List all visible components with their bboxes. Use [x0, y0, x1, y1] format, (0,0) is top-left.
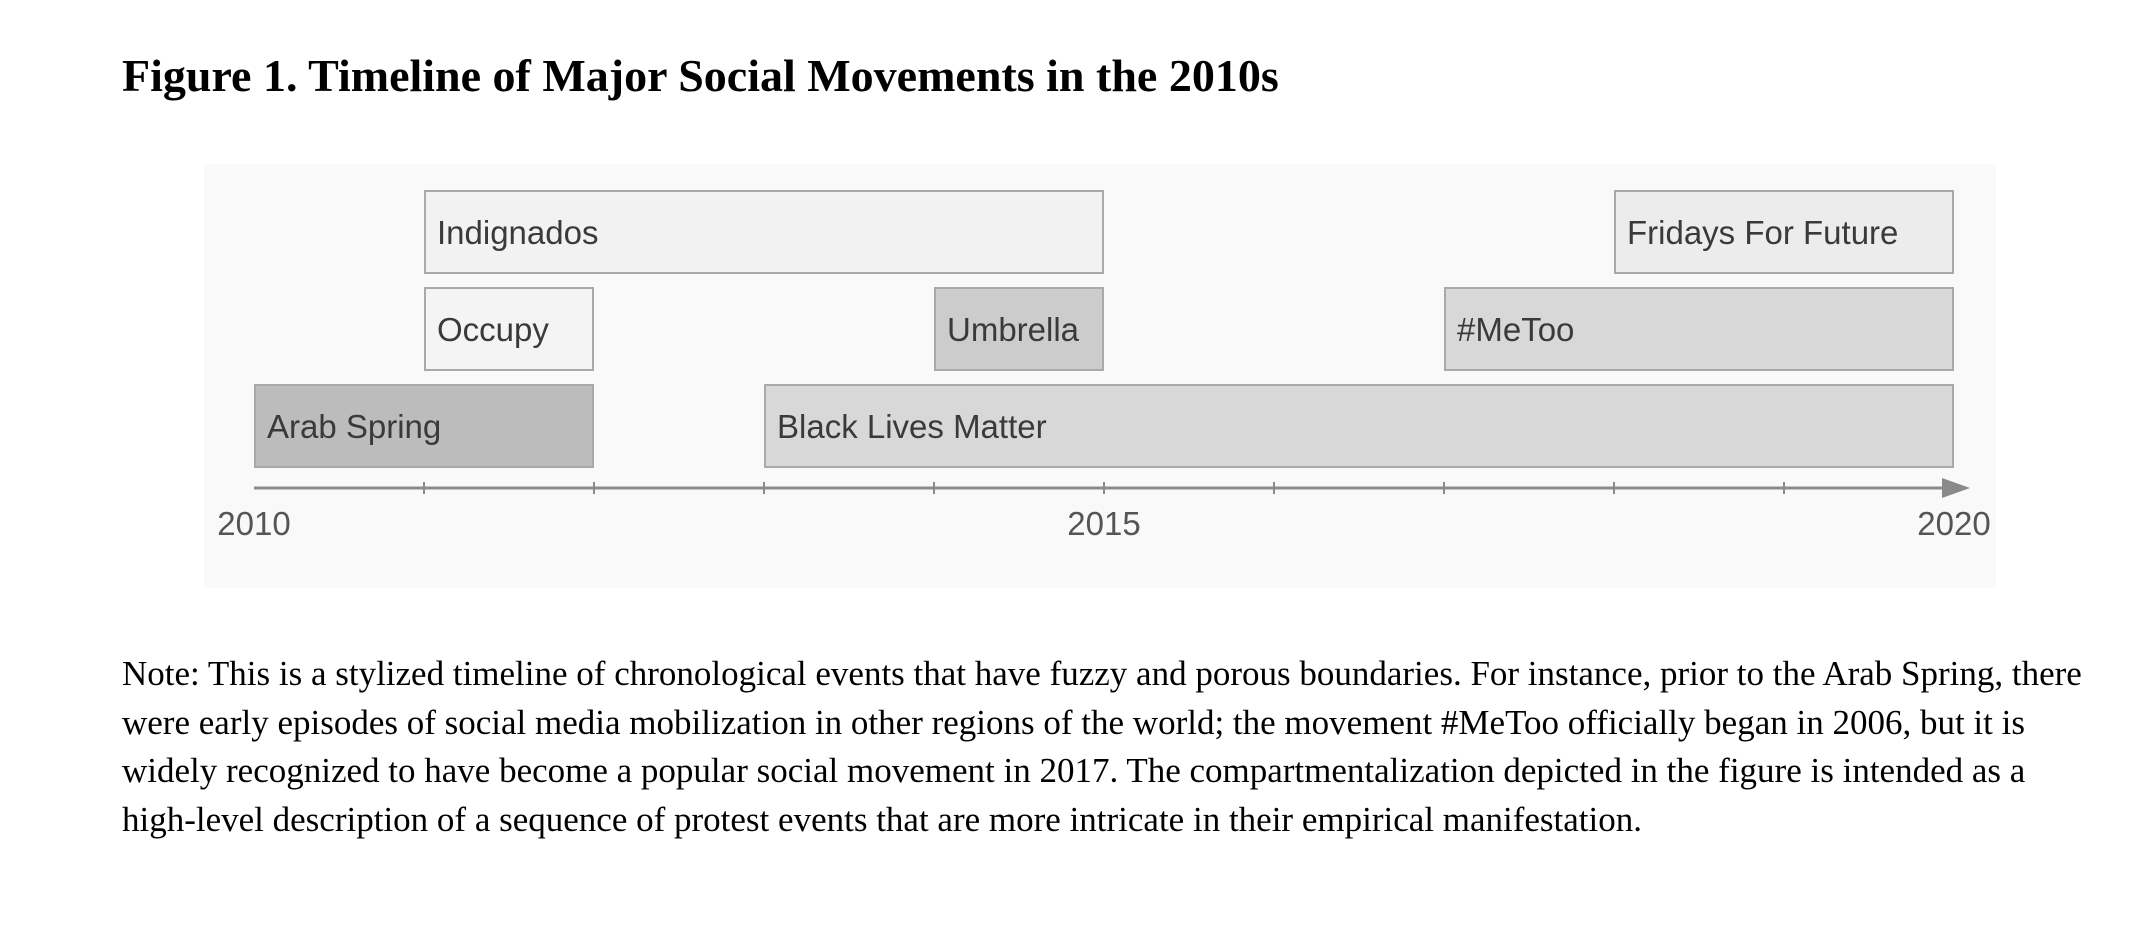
bar-label: Arab Spring [267, 408, 441, 445]
timeline-svg: Arab Spring Black Lives Matter Occupy Umbre… [217, 190, 1991, 542]
axis-tick-label: 2010 [217, 505, 290, 542]
bar-rect [934, 287, 1104, 371]
bar-occupy: Occupy [424, 287, 594, 371]
bar-label: Occupy [437, 311, 549, 348]
bar-label: #MeToo [1457, 311, 1574, 348]
bar-label: Umbrella [947, 311, 1080, 348]
bar-rect [424, 287, 594, 371]
bar-black-lives-matter: Black Lives Matter [764, 384, 1954, 468]
bar-indignados: Indignados [424, 190, 1104, 274]
bar-label: Indignados [437, 214, 598, 251]
bar-rect [764, 384, 1954, 468]
figure-title: Figure 1. Timeline of Major Social Movem… [122, 50, 1279, 101]
axis-tick-label: 2020 [1917, 505, 1990, 542]
timeline-bars: Arab Spring Black Lives Matter Occupy Umbre… [254, 190, 1954, 468]
bar-arab-spring: Arab Spring [254, 384, 594, 468]
axis-tick-label: 2015 [1067, 505, 1140, 542]
figure-note: Note: This is a stylized timeline of chr… [122, 654, 2082, 839]
bar-fridays-for-future: Fridays For Future [1614, 190, 1954, 274]
bar-rect [254, 384, 594, 468]
timeline-axis: 2010 2015 2020 [217, 478, 1991, 542]
bar-label: Fridays For Future [1627, 214, 1898, 251]
bar-rect [424, 190, 1104, 274]
bar-label: Black Lives Matter [777, 408, 1047, 445]
bar-rect [1444, 287, 1954, 371]
bar-metoo: #MeToo [1444, 287, 1954, 371]
axis-arrowhead [1942, 478, 1970, 498]
timeline-chart: Arab Spring Black Lives Matter Occupy Umbre… [204, 164, 1996, 588]
bar-umbrella: Umbrella [934, 287, 1104, 371]
bar-rect [1614, 190, 1954, 274]
